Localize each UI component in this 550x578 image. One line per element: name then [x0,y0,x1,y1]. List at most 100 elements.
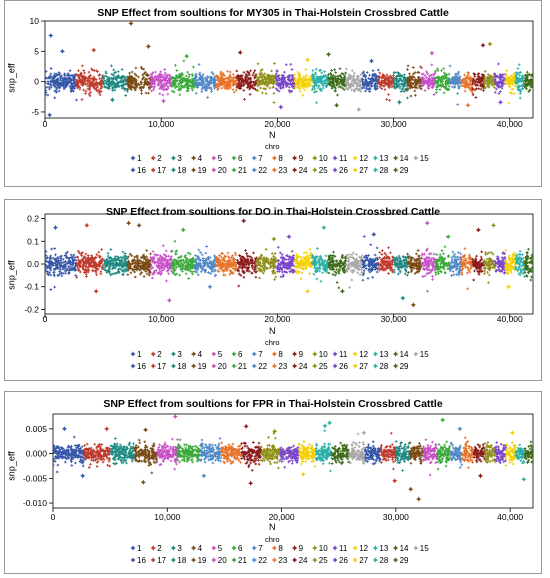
legend-item-chro-18: 18 [170,556,187,565]
series-points [314,429,333,473]
series-points [448,64,462,106]
legend-marker [413,351,419,357]
series-chro-13 [311,67,330,104]
series-chro-13 [311,247,330,283]
outlier-point [248,480,254,486]
series-points [219,441,243,465]
series-points [459,247,474,291]
legend-item-chro-13: 13 [372,350,389,359]
series-points [82,442,112,469]
legend-item-chro-5: 5 [211,544,223,553]
series-points [483,70,496,90]
legend-marker [352,557,358,563]
outlier-point [392,478,398,484]
legend-label: 15 [420,544,429,553]
outlier-point [326,420,333,426]
legend-label: 27 [359,166,368,175]
legend-marker [312,557,318,563]
legend-marker [312,155,318,161]
legend-label: 12 [359,154,368,163]
series-chro-9 [240,441,263,472]
series-points [420,63,437,96]
legend-marker [291,545,298,551]
series-points [199,437,223,465]
outlier-point [93,288,99,294]
x-tick-label: 20,000 [269,512,295,522]
series-points [434,67,451,95]
legend-label: 12 [359,544,368,553]
legend-marker [352,167,358,173]
series-points [434,245,451,276]
series-points [363,440,382,466]
series-chro-23 [460,71,474,94]
legend-marker [291,155,298,161]
series-points [377,246,395,275]
series-points [311,247,330,283]
series-points [523,440,533,464]
legend-marker [150,155,156,161]
series-chro-28 [514,249,527,278]
legend-marker [312,351,318,357]
legend-label: 22 [258,362,267,371]
legend-item-chro-27: 27 [352,166,369,175]
series-points [379,431,397,471]
series-chro-25 [483,70,496,90]
legend-label: 6 [238,544,243,553]
series-chro-21 [434,67,451,95]
outlier-point [368,58,375,64]
y-tick-label: -0.2 [24,304,39,314]
x-tick-label: 40,000 [497,119,523,129]
outlier-point [457,426,463,432]
legend-label: 19 [198,556,207,565]
outlier-point [271,236,277,242]
series-chro-23 [459,247,474,291]
series-chro-4 [126,65,152,95]
legend-marker [312,363,318,369]
legend-marker [170,351,177,357]
series-chro-19 [406,64,423,98]
legend-marker [332,363,338,369]
legend-label: 17 [157,362,166,371]
series-chro-21 [435,440,452,471]
legend-marker [372,351,379,357]
legend-marker [392,363,399,369]
legend-label: 13 [379,544,388,553]
series-points [214,251,238,277]
legend-marker [251,351,257,357]
series-points [75,64,104,101]
y-tick-label: -0.010 [23,498,47,508]
legend-item-chro-26: 26 [332,556,348,565]
outlier-point [475,227,481,233]
x-tick-label: 30,000 [381,314,407,324]
series-chro-25 [483,251,496,284]
legend-label: 29 [400,556,409,565]
legend-item-chro-2: 2 [150,544,162,553]
series-points [193,63,217,99]
legend-marker [211,167,217,173]
legend-marker [392,557,399,563]
series-chro-6 [170,59,197,97]
legend-item-chro-9: 9 [291,544,304,553]
legend-label: 22 [258,556,267,565]
series-points [408,441,425,465]
legend-label: 27 [359,556,368,565]
outlier-point [506,284,512,290]
series-points [149,244,173,283]
legend-item-chro-16: 16 [130,556,146,565]
legend-marker [271,545,278,551]
legend-label: 11 [339,350,348,359]
legend-item-chro-16: 16 [130,362,146,371]
legend-item-chro-29: 29 [392,362,409,371]
legend-label: 7 [258,350,263,359]
series-chro-23 [461,436,475,469]
legend-marker [271,351,278,357]
x-tick-label: 30,000 [383,512,409,522]
legend-item-chro-14: 14 [392,544,409,553]
outlier-point [241,218,247,224]
legend-marker [332,351,338,357]
series-chro-26 [493,251,507,275]
x-tick-label: 0 [51,512,56,522]
legend-label: 5 [218,154,223,163]
series-points [101,248,129,277]
legend-label: 14 [400,350,409,359]
